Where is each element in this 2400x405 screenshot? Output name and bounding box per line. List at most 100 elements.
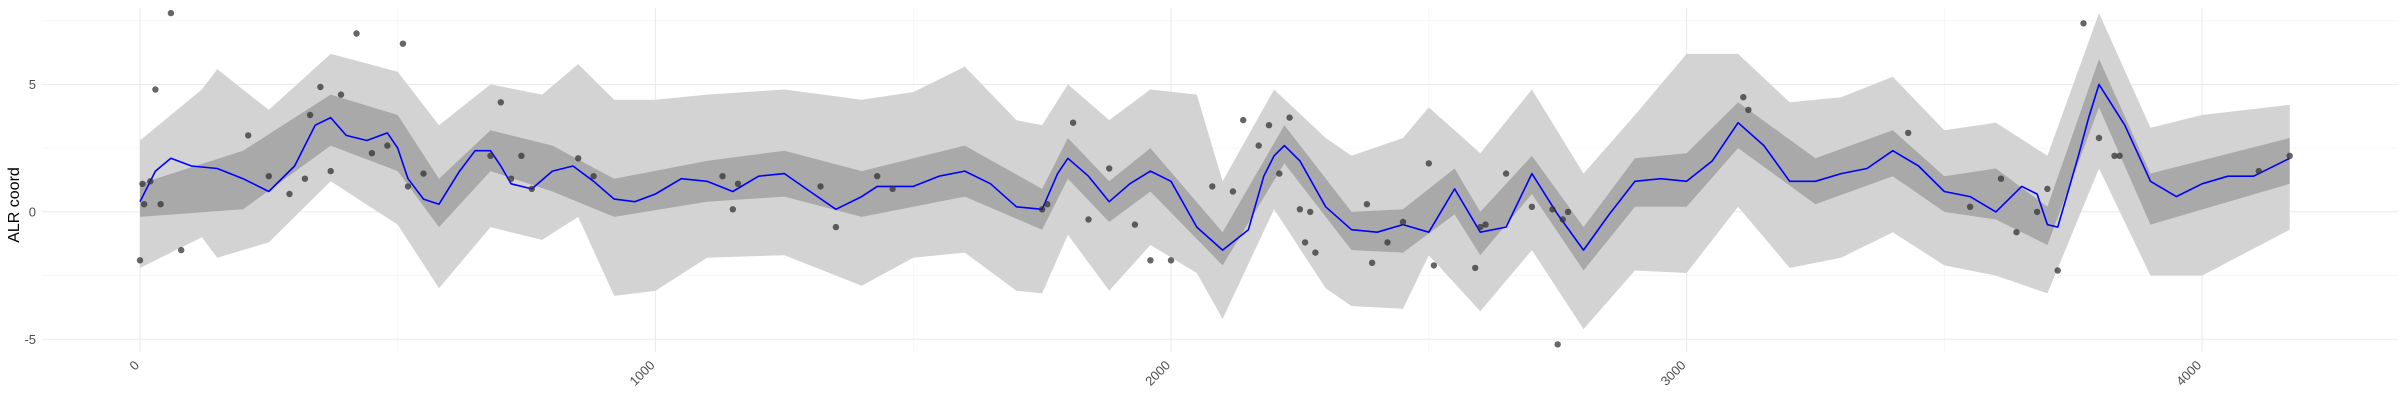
observation-point [136, 257, 144, 264]
observation-point [353, 30, 360, 37]
observation-point [152, 86, 159, 93]
inner-confidence-band [140, 59, 2290, 271]
observation-point [2044, 185, 2051, 193]
x-tick-label: 0 [126, 358, 142, 374]
observation-point [1265, 122, 1273, 129]
observation-point [1312, 249, 1319, 256]
observation-point [1131, 221, 1139, 228]
observation-point [1044, 201, 1051, 208]
observation-point [1430, 262, 1438, 269]
observation-point [420, 170, 427, 177]
observation-point [1167, 257, 1175, 264]
observation-point [384, 142, 391, 149]
observation-point [404, 183, 412, 190]
observation-point [1564, 208, 1572, 216]
observation-point [2013, 229, 2020, 236]
x-tick-label: 3000 [1658, 358, 1689, 389]
observation-point [1502, 170, 1510, 177]
observation-point [1307, 208, 1314, 216]
confidence-bands [140, 13, 2290, 330]
observation-point [1399, 218, 1407, 226]
y-tick-label: -5 [24, 332, 36, 347]
observation-point [286, 190, 293, 198]
observation-point [1085, 216, 1092, 223]
x-tick-label: 2000 [1142, 358, 1173, 389]
observation-point [817, 183, 824, 190]
observation-point [1240, 116, 1247, 124]
observation-point [1482, 221, 1489, 228]
observation-point [1301, 239, 1309, 246]
observation-point [368, 150, 376, 157]
observation-point [1286, 114, 1293, 121]
observation-point [1147, 257, 1154, 264]
observation-point [301, 175, 309, 182]
observation-point [399, 40, 407, 47]
observation-point [1528, 203, 1536, 210]
observation-point [327, 167, 334, 175]
observation-point [1255, 142, 1262, 149]
observation-point [1425, 160, 1433, 167]
observation-point [1363, 201, 1371, 208]
observation-point [590, 173, 597, 180]
observation-point [265, 173, 272, 180]
observation-point [1296, 206, 1304, 213]
observation-point [1559, 216, 1567, 223]
observation-point [874, 173, 881, 180]
observation-point [157, 201, 164, 208]
x-axis-ticks: 0 1000 2000 3000 4000 [126, 358, 2204, 389]
observation-point [1038, 206, 1046, 213]
observation-point [719, 173, 726, 180]
observation-point [528, 185, 535, 193]
observation-point [1209, 183, 1216, 190]
observation-point [140, 201, 148, 208]
observation-point [1549, 206, 1556, 213]
observation-point [1477, 223, 1484, 231]
observation-point [1966, 203, 1974, 210]
observation-point [2054, 267, 2061, 274]
observation-point [1069, 119, 1077, 126]
observation-point [1745, 106, 1752, 114]
observation-point [147, 178, 154, 185]
observation-point [2080, 20, 2087, 27]
observation-point [518, 152, 525, 159]
observation-point [575, 155, 582, 162]
y-axis-ticks: -5 0 5 [24, 77, 36, 347]
observation-point [507, 175, 515, 182]
observation-point [2286, 152, 2293, 159]
observation-point [178, 246, 185, 254]
y-tick-label: 5 [29, 77, 36, 92]
observation-point [1368, 259, 1376, 266]
observation-point [1229, 188, 1237, 195]
observation-point [2095, 134, 2103, 142]
observation-point [487, 152, 494, 159]
observation-point [497, 99, 504, 106]
outer-confidence-band [140, 13, 2290, 330]
observation-point [1472, 264, 1479, 272]
observation-point [317, 83, 324, 91]
mean-curve [139, 83, 2291, 251]
observation-point [889, 185, 896, 193]
observation-point [1905, 129, 1912, 137]
observation-point [2255, 167, 2262, 175]
x-tick-label: 1000 [627, 358, 658, 389]
observation-point [167, 9, 175, 17]
observation-point [245, 132, 252, 139]
observation-point [2033, 208, 2041, 216]
observation-point [1997, 175, 2005, 182]
observation-point [1106, 165, 1113, 172]
observation-point [734, 180, 742, 187]
observation-point [832, 223, 840, 231]
observation-point [306, 111, 314, 119]
y-axis-label: ALR coord [6, 167, 23, 243]
observation-point [1384, 239, 1391, 246]
observation-point [2116, 152, 2123, 159]
y-tick-label: 0 [29, 204, 36, 219]
mean-line [139, 83, 2291, 251]
observation-point [729, 206, 736, 213]
observation-point [1276, 170, 1283, 177]
observation-point [337, 91, 345, 98]
observation-points [136, 9, 2293, 348]
observation-point [139, 180, 146, 187]
